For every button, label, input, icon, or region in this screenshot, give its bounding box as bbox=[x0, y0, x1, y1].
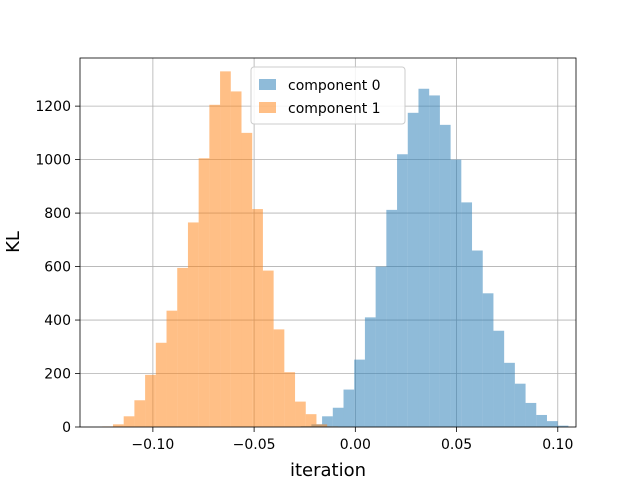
histogram-bar bbox=[166, 310, 178, 427]
histogram-bar bbox=[504, 362, 515, 427]
y-ticks: 0 200 400 600 800 1000 1200 bbox=[35, 99, 80, 436]
histogram-bar bbox=[316, 424, 328, 427]
y-tick-label: 1000 bbox=[35, 153, 71, 169]
histogram-bar bbox=[273, 329, 285, 427]
histogram-bar bbox=[493, 330, 505, 427]
histogram-bar bbox=[354, 359, 365, 427]
y-tick-label: 0 bbox=[62, 420, 71, 436]
x-tick-label: 0.10 bbox=[542, 437, 573, 453]
histogram-bar bbox=[305, 414, 317, 427]
histogram-bar bbox=[295, 401, 306, 427]
x-tick-label: 0.05 bbox=[441, 437, 472, 453]
histogram-bar bbox=[439, 124, 451, 427]
histogram-bar bbox=[145, 374, 156, 427]
x-tick-label: −0.05 bbox=[233, 437, 276, 453]
legend-box bbox=[250, 66, 406, 125]
histogram-bar bbox=[332, 407, 344, 427]
histogram-bar bbox=[450, 159, 462, 427]
legend-swatch bbox=[259, 102, 276, 113]
y-tick-label: 200 bbox=[44, 367, 71, 383]
legend-label: component 1 bbox=[288, 101, 381, 117]
histogram-bar bbox=[482, 293, 494, 427]
histogram-bar bbox=[546, 421, 558, 427]
x-axis-label: iteration bbox=[290, 460, 366, 480]
histogram-bar bbox=[123, 416, 135, 427]
histogram-bar bbox=[343, 389, 355, 427]
y-tick-label: 800 bbox=[44, 206, 71, 222]
histogram-bar bbox=[198, 158, 210, 428]
histogram-bar bbox=[112, 424, 124, 427]
x-tick-label: −0.10 bbox=[131, 437, 174, 453]
histogram-bar bbox=[386, 209, 398, 427]
histogram-bar bbox=[514, 383, 526, 427]
histogram-bar bbox=[397, 154, 408, 427]
histogram-bar bbox=[241, 132, 253, 427]
histogram-bar bbox=[364, 317, 376, 427]
series-0-bars bbox=[300, 88, 569, 427]
histogram-bar bbox=[375, 266, 387, 427]
series-1-bars bbox=[102, 71, 338, 428]
histogram-bar bbox=[407, 112, 419, 427]
legend-label: component 0 bbox=[288, 78, 381, 94]
y-tick-label: 600 bbox=[44, 260, 71, 276]
legend-swatch bbox=[259, 79, 276, 90]
histogram-bar bbox=[429, 95, 440, 427]
plot-frame bbox=[79, 57, 577, 428]
y-tick-label: 400 bbox=[44, 313, 71, 329]
histogram-bars bbox=[102, 71, 569, 428]
y-axis-label: KL bbox=[3, 231, 24, 253]
histogram-bar bbox=[230, 91, 242, 427]
histogram-bar bbox=[461, 202, 473, 427]
histogram-bar bbox=[134, 400, 146, 427]
histogram-bar bbox=[418, 88, 430, 427]
histogram-bar bbox=[536, 414, 547, 427]
histogram-bar bbox=[284, 372, 296, 427]
y-tick-label: 1200 bbox=[35, 99, 71, 115]
x-tick-label: 0.00 bbox=[340, 437, 371, 453]
x-ticks: −0.10 −0.05 0.00 0.05 0.10 bbox=[131, 427, 573, 453]
histogram-bar bbox=[557, 425, 569, 427]
histogram-bar bbox=[525, 402, 537, 427]
histogram-bar bbox=[252, 209, 263, 427]
histogram-bar bbox=[155, 342, 167, 427]
histogram-bar bbox=[177, 267, 188, 427]
histogram-bar bbox=[187, 222, 199, 427]
histogram-bar bbox=[322, 416, 333, 427]
histogram-bar bbox=[220, 71, 231, 427]
histogram-bar bbox=[209, 104, 221, 427]
histogram-bar bbox=[472, 250, 483, 427]
histogram-bar bbox=[262, 270, 274, 427]
legend: component 0 component 1 bbox=[250, 66, 406, 125]
